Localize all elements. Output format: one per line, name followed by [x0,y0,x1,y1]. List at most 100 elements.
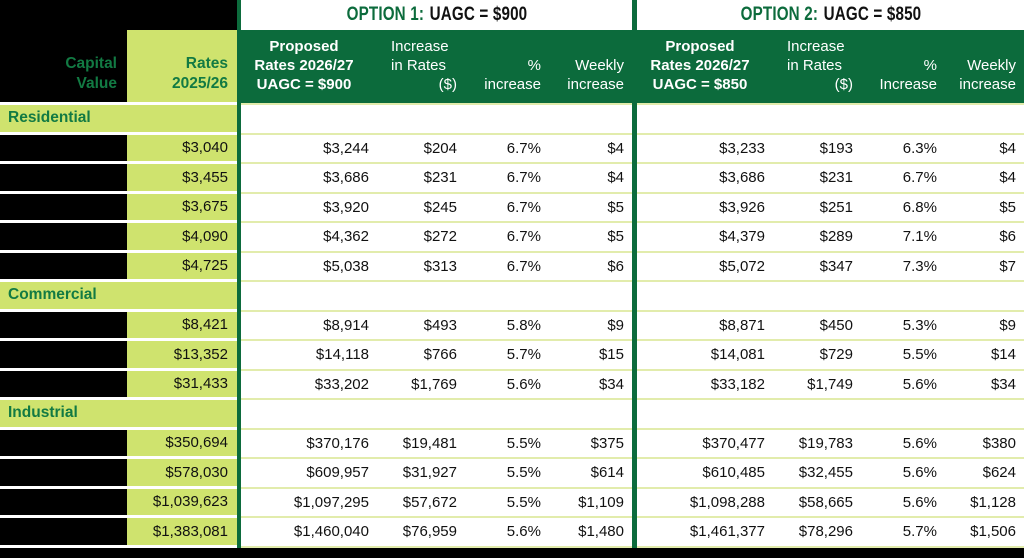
redacted-header-block [0,0,237,30]
option1-weekly-increase-header: Weekly increase [549,30,632,105]
option2-data-cell: $9 [945,311,1024,342]
option2-data-cell: $347 [773,252,861,283]
option2-data-cell: 6.7% [861,164,945,194]
option1-data-cell: $245 [377,193,465,224]
option1-increase-header-unit: ($) [438,76,457,94]
option2-data-cell: 5.6% [861,488,945,519]
option1-title-suffix: UAGC = $900 [429,4,527,25]
option2-data-cell: $1,506 [945,518,1024,548]
option1-data-cell: 5.6% [465,370,549,401]
option1-data-cell: 5.6% [465,518,549,548]
section-band: Residential [0,105,237,135]
option2-data-cell: $3,233 [637,134,773,165]
capital-value-header: Capital Value [0,30,127,105]
option1-left-border [237,0,241,548]
option1-data-cell: $6 [549,252,632,283]
option2-weekly-increase-header: Weekly increase [945,30,1024,105]
option2-title-prefix: OPTION 2: [740,4,818,25]
option2-data-cell: $1,128 [945,488,1024,519]
option1-data-cell: $14,118 [241,341,377,371]
capital-value-redacted-cell [0,429,127,460]
option2-data-cell: $4 [945,134,1024,165]
option2-data-cell: $1,098,288 [637,488,773,519]
option1-data-cell: $15 [549,341,632,371]
option2-data-cell: $610,485 [637,459,773,489]
option2-data-cell: $7 [945,252,1024,283]
option1-data-cell: 5.5% [465,488,549,519]
capital-value-redacted-cell [0,518,127,548]
option2-data-cell: $33,182 [637,370,773,401]
option2-data-cell: $729 [773,341,861,371]
section-band-gap [637,400,1024,430]
option1-data-cell: $493 [377,311,465,342]
option1-data-cell: $76,959 [377,518,465,548]
redacted-footer-bar [0,547,1024,558]
option1-data-cell: 5.5% [465,429,549,460]
option1-data-cell: $766 [377,341,465,371]
option1-data-cell: $609,957 [241,459,377,489]
rates-2025-26-cell: $4,090 [127,223,237,253]
option-divider [632,0,637,548]
option1-data-cell: $614 [549,459,632,489]
option1-data-cell: $4 [549,164,632,194]
option2-data-cell: $1,461,377 [637,518,773,548]
option1-data-cell: $313 [377,252,465,283]
option2-data-cell: 5.3% [861,311,945,342]
option1-data-cell: 6.7% [465,223,549,253]
option2-data-cell: $289 [773,223,861,253]
option2-data-cell: 6.8% [861,193,945,224]
option1-data-cell: $1,109 [549,488,632,519]
option2-data-cell: $3,926 [637,193,773,224]
rates-2025-26-cell: $1,383,081 [127,518,237,548]
option2-data-cell: $34 [945,370,1024,401]
option2-increase-header-unit: ($) [834,76,853,94]
option1-data-cell: $57,672 [377,488,465,519]
capital-value-redacted-cell [0,370,127,401]
option2-data-cell: $14,081 [637,341,773,371]
option1-data-cell: $3,920 [241,193,377,224]
rates-2025-26-cell: $3,040 [127,134,237,165]
capital-value-redacted-cell [0,459,127,489]
option1-data-cell: $9 [549,311,632,342]
section-band-gap [637,282,1024,312]
option2-data-cell: $624 [945,459,1024,489]
option2-title-text: OPTION 2: UAGC = $850 [740,4,921,26]
option2-data-cell: $14 [945,341,1024,371]
option2-data-cell: $5,072 [637,252,773,283]
option2-data-cell: $251 [773,193,861,224]
option2-data-cell: 7.3% [861,252,945,283]
option1-title-text: OPTION 1: UAGC = $900 [346,4,527,26]
option1-data-cell: 5.5% [465,459,549,489]
option2-title: OPTION 2: UAGC = $850 [637,0,1024,30]
rates-2025-26-cell: $1,039,623 [127,488,237,519]
section-band-gap [241,105,632,135]
option2-proposed-rates-header: Proposed Rates 2026/27 UAGC = $850 [637,30,773,105]
rates-2025-26-cell: $3,675 [127,193,237,224]
option1-data-cell: $375 [549,429,632,460]
capital-value-redacted-cell [0,223,127,253]
option2-data-cell: 5.7% [861,518,945,548]
section-band-gap [241,282,632,312]
option1-data-cell: 5.8% [465,311,549,342]
capital-value-redacted-cell [0,488,127,519]
option2-increase-header: Increase in Rates ($) [773,30,861,105]
option1-data-cell: $5 [549,223,632,253]
option1-data-cell: $31,927 [377,459,465,489]
option1-data-cell: $19,481 [377,429,465,460]
option1-data-cell: $34 [549,370,632,401]
section-band: Commercial [0,282,237,312]
rates-2025-26-cell: $13,352 [127,341,237,371]
section-band-gap [241,400,632,430]
rates-2025-26-cell: $350,694 [127,429,237,460]
option2-data-cell: 5.6% [861,370,945,401]
option2-data-cell: $1,749 [773,370,861,401]
option1-increase-header: Increase in Rates ($) [377,30,465,105]
option1-data-cell: 6.7% [465,252,549,283]
rates-2025-26-cell: $31,433 [127,370,237,401]
option1-data-cell: $272 [377,223,465,253]
option1-title: OPTION 1: UAGC = $900 [241,0,632,30]
option1-data-cell: $1,480 [549,518,632,548]
option1-proposed-rates-header: Proposed Rates 2026/27 UAGC = $900 [241,30,377,105]
option1-data-cell: 6.7% [465,164,549,194]
section-band-gap [637,105,1024,135]
